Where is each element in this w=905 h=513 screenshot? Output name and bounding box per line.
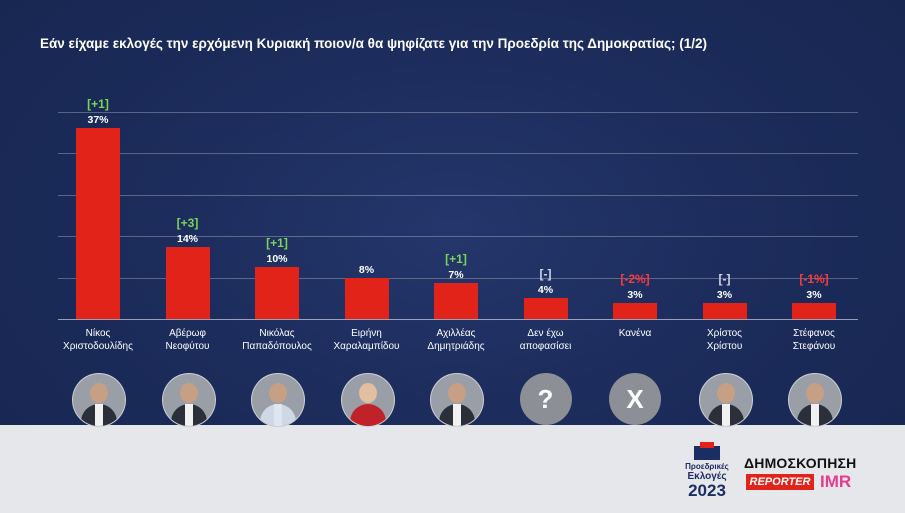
gridline bbox=[58, 236, 858, 237]
bar-0 bbox=[76, 127, 120, 319]
category-label-line: Στεφάνου bbox=[792, 341, 836, 352]
bar-8 bbox=[792, 303, 836, 319]
x-mark-icon-6: X bbox=[609, 373, 661, 425]
poll-label: ΔΗΜΟΣΚΟΠΗΣΗ bbox=[744, 455, 857, 471]
value-label-8: 3% bbox=[806, 289, 822, 302]
category-label-line: Αχιλλέας bbox=[436, 328, 476, 339]
value-label-1: 14% bbox=[176, 232, 198, 245]
category-label-line: Χαραλαμπίδου bbox=[333, 341, 400, 352]
chart-title: Εάν είχαμε εκλογές την ερχόμενη Κυριακή … bbox=[40, 36, 707, 51]
category-label-line: Δεν έχω bbox=[527, 328, 564, 339]
bar-4 bbox=[434, 282, 478, 319]
logo-year: 2023 bbox=[688, 481, 726, 500]
change-label-1: [+3] bbox=[176, 215, 199, 230]
avatar-shirt bbox=[184, 404, 193, 426]
category-label-line: Ειρήνη bbox=[351, 328, 382, 339]
candidate-avatar-4 bbox=[430, 373, 484, 427]
category-label-line: αποφασίσει bbox=[519, 341, 572, 352]
question-mark-icon-5: ? bbox=[519, 373, 572, 425]
change-label-6: [-2%] bbox=[620, 272, 650, 287]
category-label-line: Δημητριάδης bbox=[427, 341, 485, 352]
category-label-8: Στέφανος Στεφάνου bbox=[766, 327, 862, 353]
category-label-7: Χρίστος Χρίστου bbox=[677, 327, 773, 353]
avatar-shirt bbox=[811, 404, 819, 426]
category-label-line: Χρίστου bbox=[706, 341, 743, 352]
avatar-head bbox=[806, 383, 824, 403]
gridline bbox=[58, 278, 858, 279]
category-label-0: Νίκος Χριστοδουλίδης bbox=[50, 327, 146, 353]
bar-3 bbox=[344, 277, 389, 319]
category-label-6: Κανένα bbox=[587, 327, 683, 340]
change-label-2: [+1] bbox=[266, 236, 288, 251]
category-label-line: Κανένα bbox=[618, 328, 652, 339]
value-label-5: 4% bbox=[537, 284, 554, 297]
value-label-4: 7% bbox=[448, 268, 464, 281]
candidate-avatar-2 bbox=[251, 373, 305, 427]
gridline bbox=[58, 195, 858, 196]
change-label-7: [-] bbox=[718, 272, 731, 287]
ballot-box-icon bbox=[694, 442, 720, 460]
candidate-avatar-8 bbox=[788, 373, 842, 427]
avatar-head bbox=[269, 383, 287, 403]
category-label-1: Αβέρωφ Νεοφύτου bbox=[140, 327, 236, 353]
candidate-avatar-7 bbox=[698, 373, 753, 427]
candidate-avatar-3 bbox=[340, 373, 395, 427]
avatar-head bbox=[179, 383, 198, 403]
avatar-body bbox=[349, 404, 386, 426]
bar-7 bbox=[702, 303, 747, 319]
category-label-line: Αβέρωφ bbox=[169, 328, 206, 339]
imr-logo: IMR bbox=[820, 472, 852, 491]
value-label-0: 37% bbox=[87, 113, 109, 126]
bar-2 bbox=[255, 267, 299, 319]
footer-bar bbox=[0, 425, 905, 513]
category-label-5: Δεν έχω αποφασίσει bbox=[498, 327, 594, 353]
avatar-head bbox=[448, 383, 466, 403]
gridline bbox=[58, 112, 858, 113]
change-label-8: [-1%] bbox=[799, 272, 829, 287]
avatar-glyph: ? bbox=[537, 384, 554, 414]
avatar-head bbox=[716, 383, 735, 403]
logo-line-2: Εκλογές bbox=[687, 471, 727, 482]
avatar-shirt bbox=[274, 404, 282, 426]
avatar-shirt bbox=[95, 404, 103, 426]
bar-5 bbox=[523, 298, 568, 319]
change-label-5: [-] bbox=[539, 267, 552, 282]
category-label-line: Νίκος bbox=[85, 328, 111, 339]
avatar-shirt bbox=[453, 404, 461, 426]
election-logo: Προεδρικές Εκλογές 2023 bbox=[676, 440, 738, 502]
candidate-avatar-0 bbox=[72, 373, 126, 427]
avatar-shirt bbox=[721, 404, 730, 426]
change-label-4: [+1] bbox=[445, 251, 467, 266]
value-label-6: 3% bbox=[627, 289, 643, 302]
category-label-2: Νικόλας Παπαδόπουλος bbox=[229, 327, 325, 353]
avatar-glyph: X bbox=[626, 384, 644, 414]
logo-line-1: Προεδρικές bbox=[685, 462, 729, 471]
x-axis-baseline bbox=[58, 319, 858, 320]
category-label-line: Νικόλας bbox=[259, 328, 295, 339]
category-label-3: Ειρήνη Χαραλαμπίδου bbox=[319, 327, 415, 353]
category-label-line: Χριστοδουλίδης bbox=[63, 341, 133, 352]
change-label-0: [+1] bbox=[87, 96, 109, 111]
category-label-line: Στέφανος bbox=[793, 328, 835, 339]
bar-6 bbox=[613, 303, 657, 319]
category-label-line: Νεοφύτου bbox=[165, 341, 210, 352]
candidate-avatar-1 bbox=[161, 373, 216, 427]
bar-1 bbox=[165, 246, 210, 319]
category-label-line: Παπαδόπουλος bbox=[242, 341, 312, 352]
reporter-logo: REPORTER bbox=[746, 474, 814, 490]
value-label-2: 10% bbox=[266, 253, 288, 266]
value-label-3: 8% bbox=[358, 263, 375, 276]
avatar-head bbox=[90, 383, 108, 403]
category-label-line: Χρίστος bbox=[707, 328, 742, 339]
category-label-4: Αχιλλέας Δημητριάδης bbox=[408, 327, 504, 353]
value-label-7: 3% bbox=[716, 289, 733, 302]
gridline bbox=[58, 153, 858, 154]
avatar-head bbox=[358, 383, 377, 403]
